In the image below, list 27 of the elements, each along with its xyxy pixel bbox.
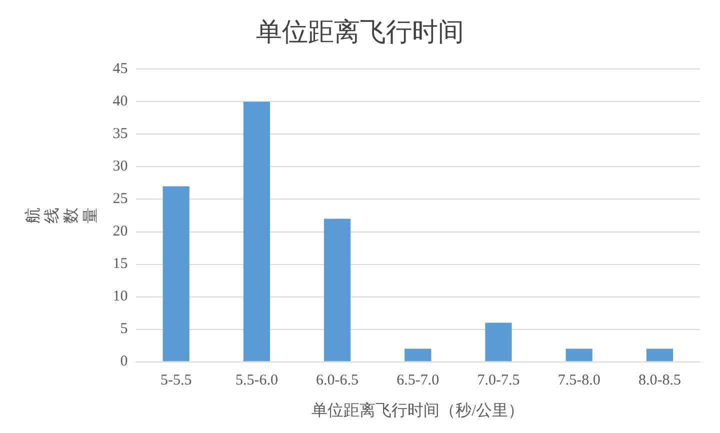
y-tick-label: 25 (112, 191, 128, 208)
bar (566, 348, 592, 362)
y-tick-label: 20 (112, 224, 128, 240)
y-tick-label: 15 (112, 256, 128, 272)
x-tick-label: 7.0-7.5 (477, 372, 520, 389)
x-axis-title: 单位距离飞行时间（秒/公里） (312, 402, 524, 420)
y-tick-label: 10 (112, 288, 128, 305)
bar (162, 186, 190, 362)
x-tick-label: 5-5.5 (160, 372, 192, 389)
y-tick-label: 0 (120, 354, 128, 370)
y-axis-title: 航线数量 (24, 208, 100, 224)
x-tick-label: 5.5-6.0 (235, 372, 278, 389)
bar (243, 102, 270, 362)
bar (646, 348, 673, 362)
bar (324, 218, 351, 362)
x-tick-label: 6.0-6.5 (316, 372, 359, 389)
bar (404, 348, 432, 362)
x-tick-label: 6.5-7.0 (396, 372, 440, 389)
chart-title: 单位距离飞行时间 (256, 17, 464, 46)
x-tick-label: 8.0-8.5 (638, 372, 681, 389)
y-tick-label: 35 (112, 126, 128, 142)
y-tick-label: 30 (112, 158, 128, 175)
y-tick-label: 40 (112, 94, 128, 110)
x-tick-label: 7.5-8.0 (558, 372, 600, 389)
bar (485, 322, 512, 362)
y-tick-label: 45 (112, 61, 128, 78)
y-tick-label: 5 (120, 321, 128, 338)
